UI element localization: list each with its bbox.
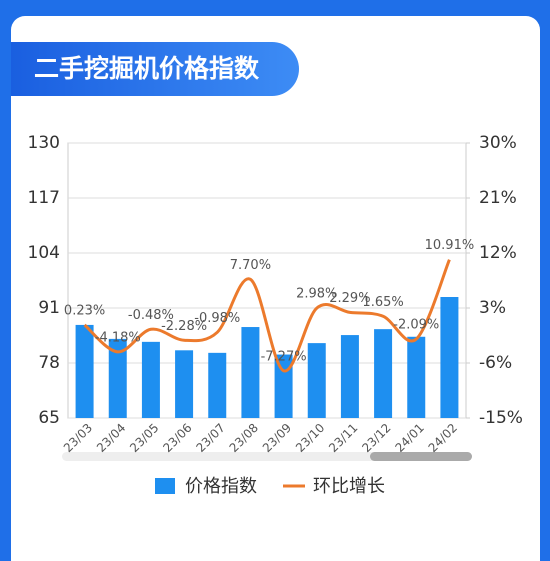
bar [75, 324, 94, 418]
bar [175, 350, 194, 418]
y-tick-label: 91 [38, 298, 60, 318]
legend-label: 环比增长 [313, 476, 385, 497]
bar [307, 343, 326, 418]
bar [241, 327, 260, 418]
data-label: -2.09% [393, 318, 439, 333]
bar [141, 341, 160, 418]
bar [374, 329, 393, 418]
scrollbar-track [62, 452, 472, 461]
bar [407, 336, 426, 418]
data-label: 0.23% [64, 303, 105, 318]
y2-tick-label: -6% [479, 353, 512, 373]
y2-tick-label: 21% [479, 188, 517, 208]
bar [208, 352, 227, 418]
bar [108, 338, 127, 418]
scrollbar-thumb[interactable] [370, 452, 472, 461]
y-tick-label: 65 [38, 408, 60, 428]
data-label: -2.28% [161, 319, 207, 334]
y-tick-label: 78 [38, 353, 60, 373]
legend-swatch [155, 478, 175, 494]
y2-tick-label: 30% [479, 133, 517, 153]
card [11, 16, 540, 561]
title: 二手挖掘机价格指数 [34, 54, 260, 83]
y-tick-label: 130 [28, 133, 60, 153]
data-label: 7.70% [230, 258, 271, 273]
data-label: 2.29% [329, 291, 370, 306]
y2-tick-label: 12% [479, 243, 517, 263]
legend-label: 价格指数 [185, 476, 257, 497]
title-banner [11, 42, 299, 96]
data-label: 1.65% [362, 295, 403, 310]
bar [340, 335, 359, 418]
data-label: -7.27% [261, 349, 307, 364]
data-label: 10.91% [425, 238, 475, 253]
y-tick-label: 117 [28, 188, 60, 208]
data-label: -0.98% [194, 311, 240, 326]
y-tick-label: 104 [28, 243, 60, 263]
data-label: 2.98% [296, 287, 337, 302]
y2-tick-label: 3% [479, 298, 506, 318]
y2-tick-label: -15% [479, 408, 523, 428]
bar [440, 297, 459, 418]
data-label: -0.48% [128, 308, 174, 323]
line [83, 259, 451, 373]
data-label: -4.18% [95, 330, 141, 345]
